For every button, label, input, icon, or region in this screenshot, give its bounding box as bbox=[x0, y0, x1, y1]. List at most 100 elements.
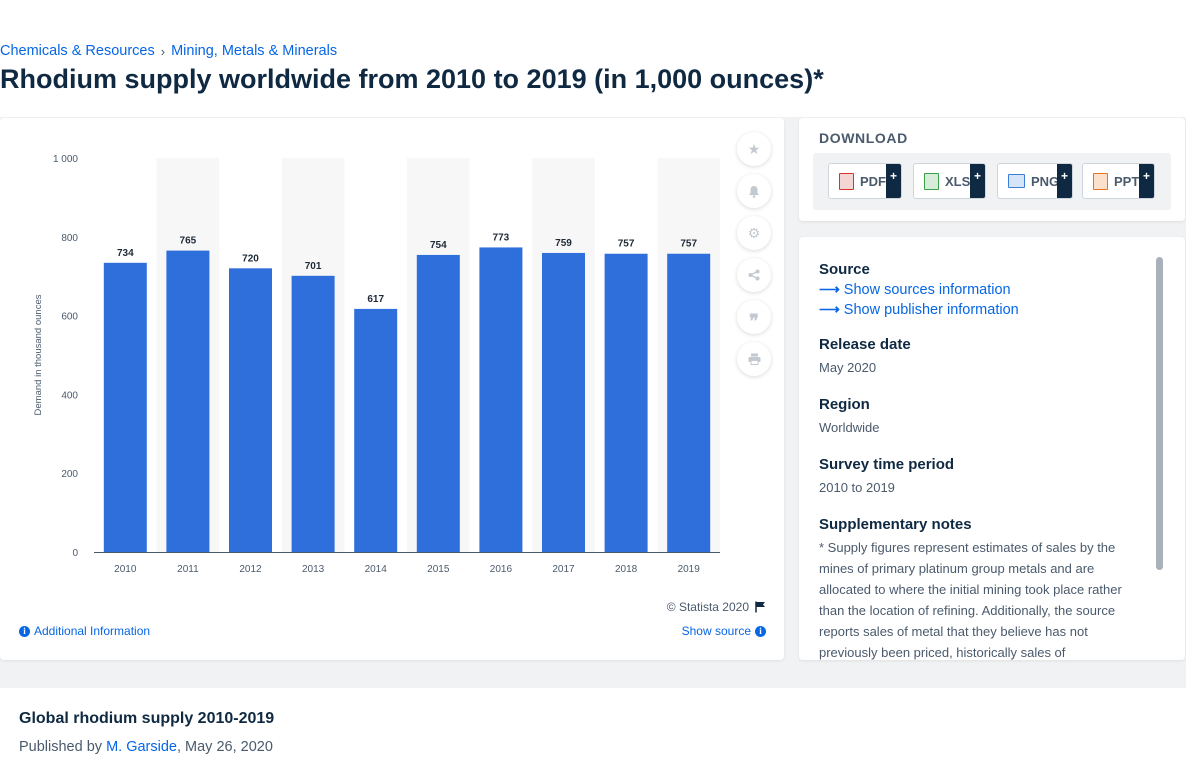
data-label: 754 bbox=[430, 240, 447, 251]
download-title: DOWNLOAD bbox=[819, 130, 908, 146]
show-source-link[interactable]: Show source i bbox=[682, 624, 766, 638]
y-tick-label: 0 bbox=[72, 548, 78, 559]
pdf-file-icon bbox=[839, 172, 854, 190]
bar bbox=[229, 268, 272, 552]
x-tick-label: 2011 bbox=[177, 564, 199, 575]
download-ppt-button[interactable]: PPT + bbox=[1082, 163, 1155, 199]
download-xls-button[interactable]: XLS + bbox=[913, 163, 986, 199]
notification-button[interactable] bbox=[737, 174, 771, 208]
download-pdf-button[interactable]: PDF + bbox=[828, 163, 902, 199]
breadcrumb-separator: › bbox=[160, 43, 166, 59]
bar bbox=[354, 308, 398, 552]
supplementary-notes-value: * Supply figures represent estimates of … bbox=[819, 540, 1122, 660]
data-label: 773 bbox=[493, 232, 510, 243]
bar bbox=[416, 254, 460, 552]
additional-information-link[interactable]: i Additional Information bbox=[19, 624, 150, 638]
info-icon: i bbox=[755, 625, 766, 637]
download-xls-label: XLS bbox=[945, 173, 971, 189]
publication-info: Global rhodium supply 2010-2019 Publishe… bbox=[0, 688, 1186, 760]
region-value: Worldwide bbox=[819, 420, 880, 435]
release-date-value: May 2020 bbox=[819, 360, 877, 375]
bar bbox=[542, 252, 585, 553]
data-label: 720 bbox=[242, 253, 259, 264]
author-link[interactable]: M. Garside bbox=[106, 739, 177, 755]
x-tick-label: 2015 bbox=[427, 564, 450, 575]
info-icon: i bbox=[19, 625, 30, 637]
data-label: 617 bbox=[367, 294, 384, 305]
region-label: Region bbox=[819, 396, 870, 413]
page-title: Rhodium supply worldwide from 2010 to 20… bbox=[0, 64, 824, 94]
settings-button[interactable]: ⚙ bbox=[737, 216, 771, 250]
x-tick-label: 2018 bbox=[615, 564, 638, 575]
x-tick-label: 2016 bbox=[490, 564, 513, 575]
statista-copyright: © Statista 2020 bbox=[667, 600, 766, 614]
details-content: Source ⟶ Show sources information ⟶ Show… bbox=[819, 261, 1149, 660]
top-header bbox=[0, 0, 1186, 117]
y-tick-label: 200 bbox=[61, 469, 78, 480]
show-source-label: Show source bbox=[681, 624, 751, 638]
published-date: , May 26, 2020 bbox=[176, 739, 273, 755]
ppt-file-icon bbox=[1093, 172, 1108, 190]
download-png-button[interactable]: PNG + bbox=[997, 163, 1073, 199]
survey-period-label: Survey time period bbox=[819, 456, 955, 473]
published-by: Published by M. Garside, May 26, 2020 bbox=[19, 739, 273, 755]
show-sources-link[interactable]: ⟶ Show sources information bbox=[819, 282, 1149, 298]
share-button[interactable] bbox=[737, 258, 771, 292]
plus-icon: + bbox=[1057, 164, 1072, 198]
copyright-text: © Statista 2020 bbox=[666, 600, 749, 614]
x-tick-label: 2014 bbox=[365, 564, 388, 575]
bar bbox=[479, 247, 523, 553]
y-tick-label: 800 bbox=[61, 233, 78, 244]
release-date-label: Release date bbox=[819, 336, 911, 353]
download-buttons: PDF + XLS + PNG + PPT + bbox=[813, 153, 1171, 210]
bar bbox=[291, 275, 335, 552]
additional-information-label: Additional Information bbox=[34, 624, 151, 638]
data-label: 757 bbox=[680, 239, 697, 250]
data-label: 757 bbox=[618, 239, 635, 250]
show-publisher-label: Show publisher information bbox=[843, 302, 1019, 318]
print-button[interactable] bbox=[737, 342, 771, 376]
x-tick-label: 2012 bbox=[239, 564, 262, 575]
chart-card: 0 200 400 600 800 1 000 Demand in thousand oun… bbox=[0, 118, 784, 660]
png-file-icon bbox=[1008, 174, 1025, 188]
star-icon: ★ bbox=[747, 140, 761, 157]
details-scrollbar[interactable] bbox=[1156, 257, 1163, 570]
breadcrumb: Chemicals & Resources › Mining, Metals &… bbox=[0, 43, 337, 59]
breadcrumb-item-mining[interactable]: Mining, Metals & Minerals bbox=[171, 43, 338, 59]
breadcrumb-item-chemicals[interactable]: Chemicals & Resources bbox=[0, 43, 155, 59]
flag-icon[interactable] bbox=[755, 601, 766, 613]
statistic-title: Global rhodium supply 2010-2019 bbox=[19, 710, 275, 727]
x-tick-label: 2010 bbox=[114, 564, 137, 575]
show-publisher-link[interactable]: ⟶ Show publisher information bbox=[819, 302, 1149, 318]
source-label: Source bbox=[819, 261, 870, 278]
bar bbox=[604, 253, 648, 552]
supplementary-notes-label: Supplementary notes bbox=[819, 516, 972, 533]
bar bbox=[667, 253, 711, 552]
plus-icon: + bbox=[886, 164, 901, 198]
statistic-details-panel: Source ⟶ Show sources information ⟶ Show… bbox=[799, 237, 1185, 660]
data-label: 734 bbox=[117, 248, 134, 259]
show-sources-label: Show sources information bbox=[843, 282, 1011, 298]
gear-icon: ⚙ bbox=[747, 224, 761, 241]
download-png-label: PNG bbox=[1031, 173, 1060, 189]
arrow-right-icon: ⟶ bbox=[819, 302, 840, 318]
scrollbar-thumb[interactable] bbox=[1156, 257, 1163, 570]
data-label: 701 bbox=[305, 261, 322, 272]
survey-period-value: 2010 to 2019 bbox=[819, 480, 895, 495]
bar-chart: 0 200 400 600 800 1 000 Demand in thousand oun… bbox=[33, 154, 720, 575]
data-label: 759 bbox=[555, 238, 572, 249]
plus-icon: + bbox=[1139, 164, 1154, 198]
share-icon bbox=[748, 269, 760, 281]
y-tick-label: 1 000 bbox=[53, 154, 78, 165]
x-tick-label: 2013 bbox=[302, 564, 325, 575]
arrow-right-icon: ⟶ bbox=[819, 282, 840, 298]
download-pdf-label: PDF bbox=[860, 173, 886, 189]
bar bbox=[166, 250, 210, 552]
quote-icon: ❞ bbox=[749, 311, 759, 331]
y-tick-label: 400 bbox=[61, 390, 78, 401]
favorite-button[interactable]: ★ bbox=[737, 132, 771, 166]
chart-toolbar: ★ ⚙ ❞ bbox=[737, 132, 773, 384]
plus-icon: + bbox=[970, 164, 985, 198]
cite-button[interactable]: ❞ bbox=[737, 300, 771, 334]
y-tick-label: 600 bbox=[61, 312, 78, 323]
